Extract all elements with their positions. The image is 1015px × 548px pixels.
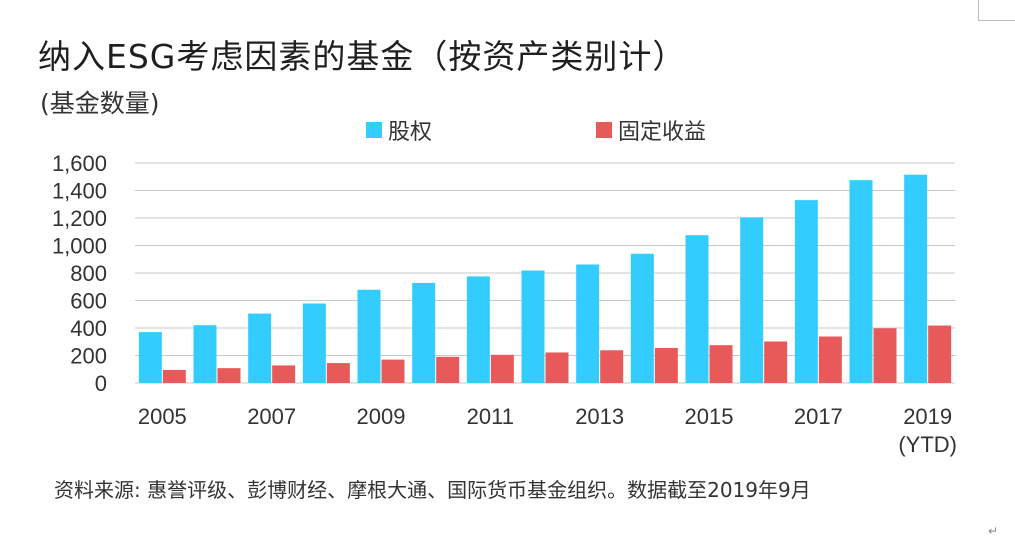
bar-fixed-income xyxy=(272,365,296,383)
y-tick-label: 0 xyxy=(95,371,107,396)
bar-equity xyxy=(849,180,873,383)
x-tick-label: (YTD) xyxy=(898,432,957,457)
bar-fixed-income xyxy=(381,359,405,383)
bar-fixed-income xyxy=(709,345,733,383)
y-tick-label: 1,600 xyxy=(52,151,107,176)
y-tick-label: 1,400 xyxy=(52,179,107,204)
legend-label-fixed-income: 固定收益 xyxy=(618,120,707,145)
bar-equity xyxy=(630,253,654,383)
y-tick-label: 800 xyxy=(70,261,107,286)
y-tick-label: 1,200 xyxy=(52,206,107,231)
chart-title: 纳入ESG考虑因素的基金（按资产类别计） xyxy=(38,37,687,76)
bar-fixed-income xyxy=(873,328,897,383)
bar-equity xyxy=(193,325,217,383)
y-tick-label: 400 xyxy=(70,316,107,341)
bar-equity xyxy=(904,174,928,383)
bar-equity xyxy=(357,289,381,383)
legend-item-equity: 股权 xyxy=(366,116,433,145)
bar-equity xyxy=(412,282,436,383)
x-tick-label: 2011 xyxy=(467,404,514,429)
bar-equity xyxy=(740,217,764,383)
bar-equity xyxy=(521,270,545,383)
bar-equity xyxy=(138,332,162,383)
bar-fixed-income xyxy=(545,352,569,383)
bar-fixed-income xyxy=(928,325,952,383)
x-tick-label: 2013 xyxy=(575,404,624,429)
x-tick-label: 2019 xyxy=(903,404,952,429)
bar-equity xyxy=(248,313,272,383)
y-axis-unit-label: (基金数量) xyxy=(40,89,160,118)
bar-fixed-income xyxy=(436,356,460,383)
bar-fixed-income xyxy=(818,336,842,383)
x-tick-label: 2015 xyxy=(685,404,734,429)
x-tick-label: 2005 xyxy=(138,404,187,429)
legend-item-fixed-income: 固定收益 xyxy=(596,116,707,145)
bar-equity xyxy=(576,264,600,383)
bar-fixed-income xyxy=(764,341,788,383)
legend-label-equity: 股权 xyxy=(388,120,433,145)
bar-fixed-income xyxy=(326,363,350,383)
page-corner-line xyxy=(978,0,1015,21)
source-note: 资料来源: 惠誉评级、彭博财经、摩根大通、国际货币基金组织。数据截至2019年9… xyxy=(54,478,811,502)
bar-fixed-income xyxy=(600,350,624,383)
bar-equity xyxy=(302,303,326,383)
bar-fixed-income xyxy=(654,347,678,383)
paragraph-mark: ↵ xyxy=(988,524,999,538)
legend-swatch-fixed-income xyxy=(596,122,612,138)
bar-equity xyxy=(685,235,709,383)
y-tick-label: 1,000 xyxy=(52,234,107,259)
x-tick-label: 2007 xyxy=(247,404,296,429)
bar-equity xyxy=(466,276,490,383)
x-tick-label: 2009 xyxy=(357,404,406,429)
x-tick-label: 2017 xyxy=(794,404,843,429)
y-tick-label: 200 xyxy=(70,344,107,369)
bar-fixed-income xyxy=(490,354,514,383)
bar-fixed-income xyxy=(162,369,186,383)
legend-swatch-equity xyxy=(366,122,382,138)
bar-fixed-income xyxy=(217,368,241,383)
y-tick-label: 600 xyxy=(70,289,107,314)
bar-equity xyxy=(794,200,818,383)
